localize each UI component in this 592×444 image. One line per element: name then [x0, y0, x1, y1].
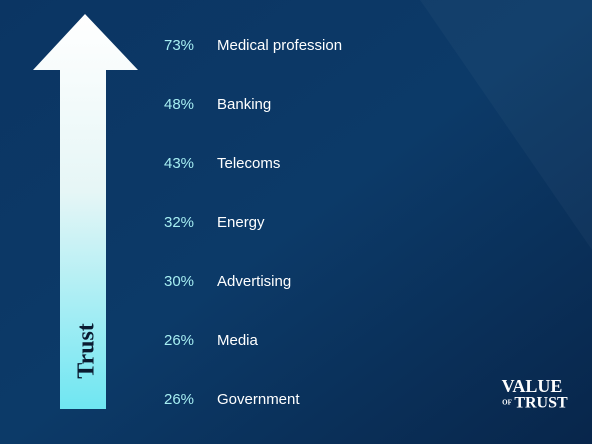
item-label: Media [217, 332, 259, 349]
item-label: Government [217, 391, 300, 408]
item-label: Advertising [217, 273, 291, 290]
item-percent: 73% [164, 37, 194, 54]
item-percent: 30% [164, 273, 194, 290]
logo-top: VALUE [502, 376, 563, 396]
logo-of: OF [502, 399, 512, 407]
item-label: Medical profession [217, 37, 342, 54]
item-percent: 43% [164, 155, 194, 172]
item-percent: 48% [164, 96, 194, 113]
arrow-label: Trust [74, 323, 100, 379]
trust-arrow [33, 14, 138, 409]
item-label: Energy [217, 214, 265, 231]
item-percent: 26% [164, 391, 194, 408]
logo: VALUE OF TRUST [502, 376, 568, 412]
item-list: 73% Medical profession 48% Banking 43% Teleco… [164, 37, 342, 408]
item-percent: 32% [164, 214, 194, 231]
logo-bottom: TRUST [514, 395, 568, 412]
item-percent: 26% [164, 332, 194, 349]
item-label: Banking [217, 96, 271, 113]
item-label: Telecoms [217, 155, 280, 172]
